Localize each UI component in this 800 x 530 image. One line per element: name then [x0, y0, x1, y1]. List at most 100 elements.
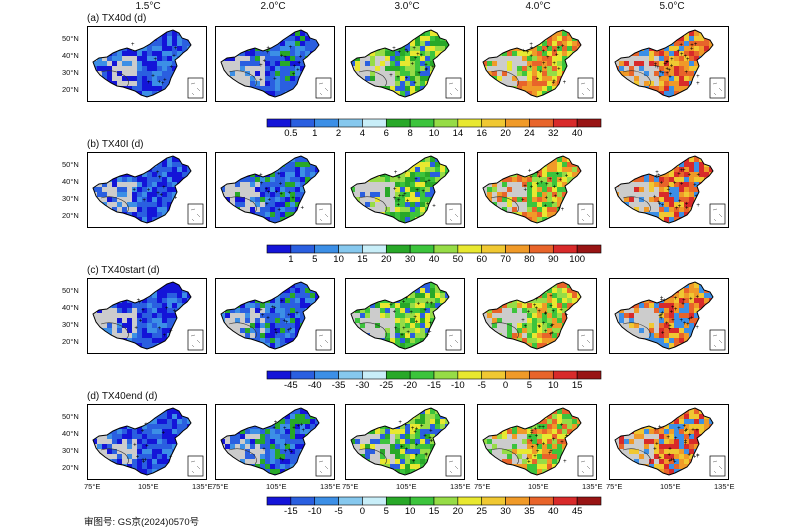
- colorbar-tick-label: -10: [308, 506, 322, 516]
- lat-label: 20°N: [62, 463, 79, 472]
- svg-text:+: +: [137, 298, 141, 304]
- svg-text:+: +: [530, 46, 534, 52]
- map-panel-r3-c2: ++++++++++ ++++: [215, 278, 335, 354]
- colorbar-tick-label: -15: [284, 506, 298, 516]
- svg-text:+: +: [565, 173, 569, 179]
- colorbar-row-1: 0.5 1 2 4 6 8 10 14 16 20 24 32 40: [266, 118, 602, 138]
- svg-text:+: +: [404, 170, 408, 176]
- colorbar-swatch: [338, 244, 363, 254]
- svg-text:+: +: [160, 192, 164, 198]
- svg-text:+: +: [685, 70, 689, 76]
- svg-text:+: +: [661, 203, 665, 209]
- lon-label: 75°E: [606, 482, 623, 491]
- svg-text:+: +: [161, 81, 165, 87]
- svg-text:+: +: [553, 48, 557, 54]
- lat-label: 50°N: [62, 34, 79, 43]
- colorbar-swatch: [362, 244, 387, 254]
- svg-text:+: +: [266, 50, 270, 56]
- lat-label: 20°N: [62, 85, 79, 94]
- lon-label: 105°E: [660, 482, 681, 491]
- map-panel-r2-c3: ++++++++ +++ +++++++: [345, 152, 465, 228]
- colorbar-swatch: [266, 118, 292, 128]
- row-title-a: (a) TX40d (d): [87, 13, 147, 24]
- colorbar-tick-label: 60: [476, 254, 487, 264]
- colorbar-tick-label: 16: [476, 128, 487, 138]
- map-panel-r2-c5: ++++++ ++++++ ++++++++++++++: [609, 152, 729, 228]
- colorbar-swatch: [338, 370, 363, 380]
- row-title-c: (c) TX40start (d): [87, 265, 160, 276]
- svg-text:+: +: [259, 63, 263, 69]
- svg-text:+: +: [268, 197, 272, 203]
- svg-text:+: +: [292, 72, 296, 78]
- svg-text:+: +: [431, 65, 435, 71]
- svg-text:+: +: [287, 328, 291, 334]
- svg-text:+: +: [259, 172, 263, 178]
- colorbar-swatch: [481, 496, 506, 506]
- colorbar-tick-label: 15: [429, 506, 440, 516]
- colorbar-swatch: [314, 496, 339, 506]
- colorbar-swatch: [576, 496, 602, 506]
- colorbar-tick-label: -40: [308, 380, 322, 390]
- colorbar-tick-label: -5: [334, 506, 342, 516]
- svg-text:+: +: [536, 77, 540, 83]
- colorbar-tick-label: 1: [312, 128, 317, 138]
- svg-text:+: +: [392, 46, 396, 52]
- colorbar-tick-label: 30: [405, 254, 416, 264]
- colorbar-swatch: [409, 496, 435, 506]
- colorbar-tick-label: 5: [312, 254, 317, 264]
- svg-text:+: +: [406, 199, 410, 205]
- colorbar-tick-label: 10: [548, 380, 559, 390]
- colorbar-swatch: [362, 118, 387, 128]
- svg-text:+: +: [413, 81, 417, 87]
- svg-text:+: +: [432, 203, 436, 209]
- colorbar-tick-label: 80: [524, 254, 535, 264]
- row-title-d: (d) TX40end (d): [87, 391, 158, 402]
- svg-text:+: +: [289, 45, 293, 51]
- lat-label: 40°N: [62, 303, 79, 312]
- svg-text:+: +: [138, 300, 142, 306]
- svg-text:+: +: [539, 70, 543, 76]
- svg-text:+: +: [667, 185, 671, 191]
- lon-label: 135°E: [450, 482, 471, 491]
- colorbar-tick-label: 1: [288, 254, 293, 264]
- lon-label: 75°E: [212, 482, 229, 491]
- svg-text:+: +: [696, 81, 700, 87]
- svg-text:+: +: [694, 42, 698, 48]
- colorbar-tick-label: -30: [356, 380, 370, 390]
- svg-text:+: +: [141, 308, 145, 314]
- svg-text:+: +: [667, 188, 671, 194]
- svg-text:+: +: [259, 307, 263, 313]
- svg-text:+: +: [389, 73, 393, 79]
- svg-text:+: +: [393, 186, 397, 192]
- column-header-3-0c: 3.0°C: [394, 1, 420, 12]
- svg-text:+: +: [300, 206, 304, 212]
- column-header-1-5c: 1.5°C: [135, 1, 161, 12]
- svg-text:+: +: [275, 189, 279, 195]
- lat-label: 50°N: [62, 412, 79, 421]
- svg-text:+: +: [529, 53, 533, 59]
- lon-label: 135°E: [320, 482, 341, 491]
- colorbar-swatch: [290, 244, 316, 254]
- svg-text:+: +: [424, 62, 428, 68]
- svg-text:+: +: [538, 175, 542, 181]
- svg-text:+: +: [694, 194, 698, 200]
- svg-text:+: +: [260, 181, 264, 187]
- svg-text:+: +: [153, 57, 157, 63]
- svg-text:+: +: [131, 42, 135, 48]
- svg-text:+: +: [661, 71, 665, 77]
- lat-label: 40°N: [62, 177, 79, 186]
- colorbar-tick-label: -10: [451, 380, 465, 390]
- svg-text:+: +: [287, 191, 291, 197]
- colorbar-swatch: [290, 496, 316, 506]
- svg-text:+: +: [654, 64, 658, 70]
- svg-text:+: +: [697, 172, 701, 178]
- lat-label: 30°N: [62, 320, 79, 329]
- colorbar-swatch: [409, 244, 435, 254]
- svg-text:+: +: [557, 206, 561, 212]
- svg-text:+: +: [393, 196, 397, 202]
- lat-label: 30°N: [62, 446, 79, 455]
- colorbar-swatch: [529, 118, 554, 128]
- colorbar-tick-label: 40: [548, 506, 559, 516]
- colorbar-swatch: [338, 118, 363, 128]
- svg-text:+: +: [280, 299, 284, 305]
